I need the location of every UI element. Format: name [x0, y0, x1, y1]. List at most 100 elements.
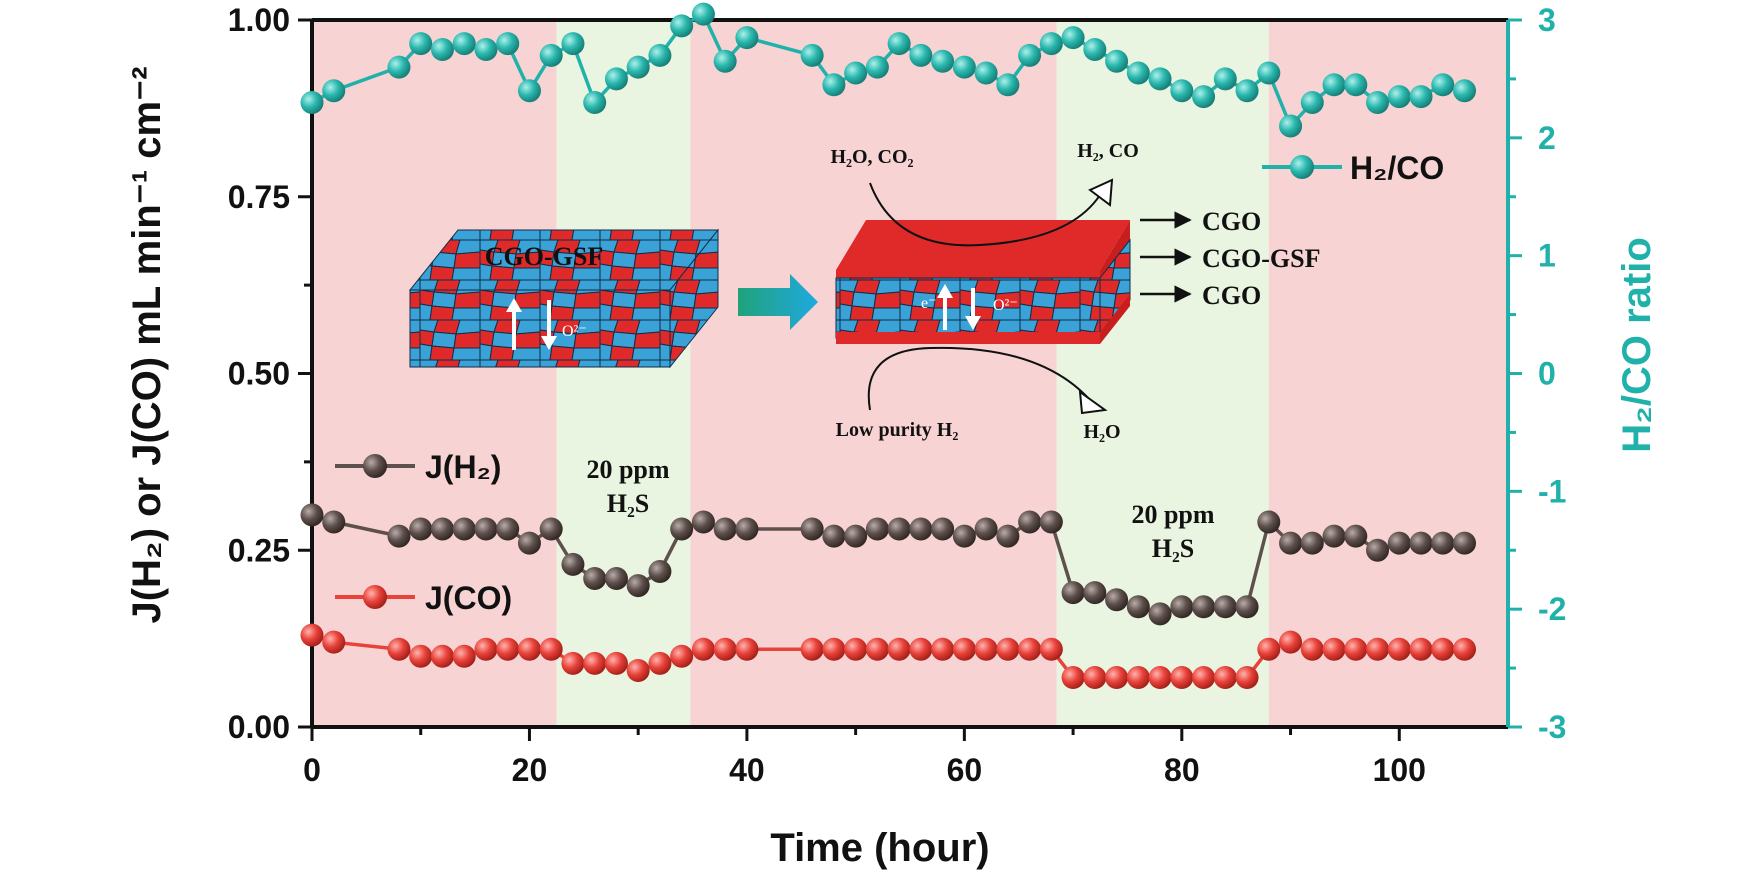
data-point: [1344, 637, 1368, 661]
inset-in-bottom: Low purity H₂: [836, 419, 959, 441]
y-tick-label: 0.00: [228, 709, 290, 745]
data-point: [1387, 85, 1411, 109]
data-point: [1322, 73, 1346, 97]
data-point: [1235, 79, 1259, 103]
data-point: [626, 55, 650, 79]
h2s-annotation-1-line2: H₂S: [607, 489, 649, 518]
data-point: [800, 43, 824, 67]
data-point: [1170, 595, 1194, 619]
data-point: [1170, 79, 1194, 103]
data-point: [1192, 666, 1216, 690]
data-point: [974, 61, 998, 85]
data-point: [931, 637, 955, 661]
inset-layer-mid: CGO-GSF: [1202, 244, 1320, 273]
data-point: [496, 32, 520, 56]
data-point: [300, 623, 324, 647]
data-point: [1039, 637, 1063, 661]
data-point: [1257, 61, 1281, 85]
data-point: [1148, 602, 1172, 626]
inset-block2-o2: O²⁻: [993, 297, 1018, 314]
data-point: [865, 637, 889, 661]
data-point: [626, 658, 650, 682]
data-point: [691, 637, 715, 661]
data-point: [1322, 637, 1346, 661]
data-point: [1105, 49, 1129, 73]
data-point: [430, 517, 454, 541]
data-point: [583, 90, 607, 114]
data-point: [1061, 581, 1085, 605]
data-point: [735, 517, 759, 541]
data-point: [844, 637, 868, 661]
data-point: [1366, 538, 1390, 562]
data-point: [735, 26, 759, 50]
inset-layer-bot: CGO: [1202, 281, 1261, 310]
data-point: [1344, 524, 1368, 548]
data-point: [1366, 637, 1390, 661]
data-point: [387, 637, 411, 661]
data-point: [1409, 637, 1433, 661]
data-point: [474, 517, 498, 541]
h2s-annotation-1-line1: 20 ppm: [586, 455, 669, 484]
inset-block-layered: e⁻ O²⁻: [835, 220, 1131, 344]
x-tick-label: 0: [303, 752, 321, 788]
data-point: [1344, 73, 1368, 97]
inset-block1-o2: O²⁻: [562, 323, 587, 340]
series-layer: [300, 2, 1477, 690]
data-point: [1300, 90, 1324, 114]
data-point: [1235, 595, 1259, 619]
y-tick-label: 0.25: [228, 532, 290, 568]
legend-jh2: J(H₂): [335, 449, 501, 485]
data-point: [409, 32, 433, 56]
data-point: [1279, 630, 1303, 654]
data-point: [322, 510, 346, 534]
data-point: [800, 517, 824, 541]
data-point: [1257, 510, 1281, 534]
y2-tick-label: -3: [1538, 709, 1566, 745]
h2s-annotation-2-line1: 20 ppm: [1131, 500, 1214, 529]
data-point: [691, 2, 715, 26]
data-point: [865, 55, 889, 79]
data-point: [1039, 32, 1063, 56]
h2s-annotation-2: 20 ppm H₂S: [1131, 500, 1214, 563]
data-point: [713, 637, 737, 661]
data-point: [604, 67, 628, 91]
y2-tick-label: 1: [1538, 238, 1556, 274]
shaded-region-4: [1268, 20, 1508, 727]
x-tick-label: 20: [512, 752, 548, 788]
data-point: [822, 524, 846, 548]
legend-h2co-marker: [1290, 155, 1314, 179]
data-point: [539, 637, 563, 661]
legend-jco-marker: [363, 585, 387, 609]
data-point: [1409, 85, 1433, 109]
data-point: [800, 637, 824, 661]
data-point: [713, 517, 737, 541]
legend-jco: J(CO): [335, 580, 512, 616]
data-point: [844, 524, 868, 548]
data-point: [517, 79, 541, 103]
inset-block2-e: e⁻: [921, 295, 937, 312]
data-point: [1279, 531, 1303, 555]
data-point: [1235, 666, 1259, 690]
data-point: [561, 651, 585, 675]
data-point: [1257, 637, 1281, 661]
data-point: [452, 32, 476, 56]
inset-schematic: CGO-GSF O²⁻ e⁻ O²⁻ CGO C: [408, 140, 1320, 443]
y-tick-label: 0.75: [228, 179, 290, 215]
data-point: [1105, 666, 1129, 690]
data-point: [300, 503, 324, 527]
data-point: [996, 637, 1020, 661]
data-point: [387, 55, 411, 79]
data-point: [1431, 637, 1455, 661]
data-point: [561, 552, 585, 576]
data-point: [430, 37, 454, 61]
data-point: [931, 517, 955, 541]
legend-h2co-label: H₂/CO: [1350, 150, 1444, 186]
y-tick-label: 0.50: [228, 356, 290, 392]
inset-transition-arrow: [738, 274, 818, 330]
y2-tick-label: -1: [1538, 473, 1566, 509]
data-point: [626, 574, 650, 598]
data-point: [1018, 510, 1042, 534]
data-point: [887, 637, 911, 661]
x-tick-label: 40: [729, 752, 765, 788]
